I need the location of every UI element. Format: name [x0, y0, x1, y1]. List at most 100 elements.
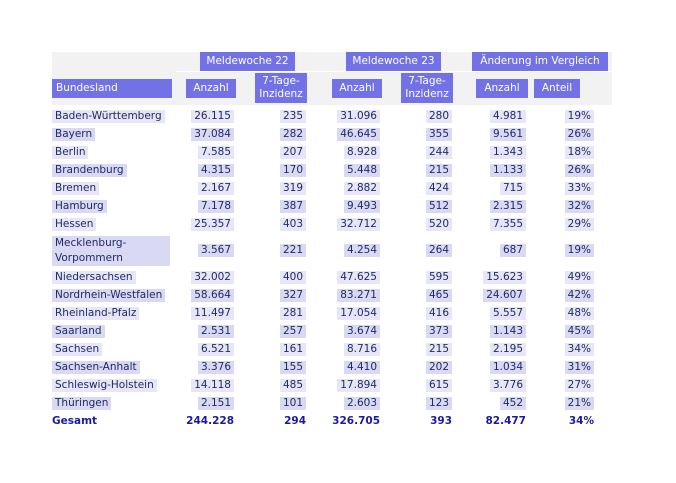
cell-inzidenz-23-text: 512 — [425, 199, 452, 213]
cell-inzidenz-23-text: 424 — [425, 181, 452, 195]
cell-anzahl-22: 3.376 — [180, 358, 234, 376]
cell-anzahl-22-text: 37.084 — [191, 127, 234, 141]
cell-inzidenz-23-text: 264 — [425, 244, 452, 257]
cell-inzidenz-23-text: 615 — [425, 378, 452, 392]
cell-anzahl-23: 47.625 — [326, 268, 380, 286]
table-row: Mecklenburg-Vorpommern 3.567 221 4.254 264 68… — [52, 233, 612, 268]
cell-anzahl-change-text: 82.477 — [485, 415, 526, 427]
cell-anteil-text: 33% — [564, 181, 594, 195]
cell-inzidenz-23-text: 202 — [425, 360, 452, 374]
cell-anteil: 19% — [540, 107, 594, 125]
cell-bundesland: Rheinland-Pfalz — [52, 304, 180, 322]
cell-bundesland-text: Sachsen-Anhalt — [52, 360, 140, 374]
cell-inzidenz-22-text: 485 — [279, 378, 306, 392]
cell-inzidenz-22: 257 — [252, 322, 306, 340]
cell-anteil-text: 31% — [564, 360, 594, 374]
cell-anzahl-23-text: 83.271 — [337, 288, 380, 302]
cell-bundesland: Sachsen — [52, 340, 180, 358]
cell-anzahl-change: 452 — [472, 394, 526, 412]
cell-anteil: 26% — [540, 125, 594, 143]
cell-anzahl-23-text: 46.645 — [337, 127, 380, 141]
cell-anteil: 19% — [540, 233, 594, 268]
cell-anzahl-23: 32.712 — [326, 215, 380, 233]
cell-inzidenz-23: 280 — [398, 107, 452, 125]
cell-inzidenz-23: 244 — [398, 143, 452, 161]
cell-anteil-text: 18% — [564, 145, 594, 159]
cell-anteil: 26% — [540, 161, 594, 179]
cell-anteil-text: 49% — [564, 270, 594, 284]
cell-anzahl-23: 3.674 — [326, 322, 380, 340]
cell-anzahl-change-text: 715 — [499, 181, 526, 195]
cell-anzahl-change: 9.561 — [472, 125, 526, 143]
cell-anzahl-23: 5.448 — [326, 161, 380, 179]
group-header-week23: Meldewoche 23 — [346, 52, 441, 71]
cell-inzidenz-23: 424 — [398, 179, 452, 197]
cell-bundesland: Berlin — [52, 143, 180, 161]
cell-anzahl-22: 244.228 — [180, 412, 234, 430]
cell-inzidenz-23-text: 393 — [430, 415, 452, 427]
cell-anzahl-23-text: 8.928 — [343, 145, 380, 159]
cell-inzidenz-22: 281 — [252, 304, 306, 322]
cell-anteil-text: 26% — [564, 163, 594, 177]
cell-bundesland-text: Bayern — [52, 127, 96, 141]
cell-anzahl-22: 58.664 — [180, 286, 234, 304]
cell-inzidenz-22-text: 101 — [279, 396, 306, 410]
cell-bundesland-text: Schleswig-Holstein — [52, 378, 157, 392]
cell-inzidenz-22-text: 170 — [279, 163, 306, 177]
cell-anzahl-23-text: 31.096 — [337, 109, 380, 123]
cell-inzidenz-23-text: 244 — [425, 145, 452, 159]
cell-anzahl-22: 2.167 — [180, 179, 234, 197]
cell-anzahl-22: 6.521 — [180, 340, 234, 358]
cell-bundesland: Brandenburg — [52, 161, 180, 179]
cell-anzahl-23-text: 8.716 — [343, 342, 380, 356]
cell-anzahl-change: 1.343 — [472, 143, 526, 161]
cell-anzahl-22: 7.585 — [180, 143, 234, 161]
column-header-inzidenz-22: 7-Tage-Inzidenz — [255, 73, 307, 103]
cell-anzahl-22-text: 2.167 — [197, 181, 234, 195]
cell-inzidenz-22: 403 — [252, 215, 306, 233]
cell-bundesland-text: Berlin — [52, 145, 89, 159]
cell-anzahl-22: 2.531 — [180, 322, 234, 340]
cell-inzidenz-23: 595 — [398, 268, 452, 286]
cell-anzahl-23-text: 47.625 — [337, 270, 380, 284]
cell-anteil: 42% — [540, 286, 594, 304]
table-row: Hamburg 7.178 387 9.493 512 2.315 32% — [52, 197, 612, 215]
cell-inzidenz-23-text: 215 — [425, 342, 452, 356]
cell-anteil: 34% — [540, 412, 594, 430]
cell-anzahl-change: 82.477 — [472, 412, 526, 430]
table-row: Rheinland-Pfalz 11.497 281 17.054 416 5.557 48… — [52, 304, 612, 322]
cell-anzahl-23: 46.645 — [326, 125, 380, 143]
cell-inzidenz-22-text: 161 — [279, 342, 306, 356]
cell-anzahl-23-text: 2.882 — [343, 181, 380, 195]
cell-anzahl-23: 8.928 — [326, 143, 380, 161]
cell-anteil: 31% — [540, 358, 594, 376]
cell-inzidenz-23: 264 — [398, 233, 452, 268]
cell-anzahl-22-text: 26.115 — [191, 109, 234, 123]
cell-anzahl-22: 7.178 — [180, 197, 234, 215]
cell-anteil: 34% — [540, 340, 594, 358]
cell-anzahl-23: 9.493 — [326, 197, 380, 215]
cell-inzidenz-22-text: 207 — [279, 145, 306, 159]
cell-bundesland: Hamburg — [52, 197, 180, 215]
cell-anzahl-22: 14.118 — [180, 376, 234, 394]
cell-inzidenz-23-text: 416 — [425, 306, 452, 320]
cell-anzahl-22-text: 32.002 — [191, 270, 234, 284]
cell-anzahl-change: 3.776 — [472, 376, 526, 394]
cell-inzidenz-23: 465 — [398, 286, 452, 304]
cell-anteil-text: 21% — [564, 396, 594, 410]
cell-anzahl-23: 4.254 — [326, 233, 380, 268]
cell-bundesland-text: Bremen — [52, 181, 100, 195]
cell-inzidenz-22-text: 281 — [279, 306, 306, 320]
cell-bundesland-text: Brandenburg — [52, 163, 127, 177]
cell-anzahl-change-text: 1.034 — [489, 360, 526, 374]
cell-bundesland-text: Mecklenburg-Vorpommern — [52, 235, 170, 266]
cell-bundesland: Nordrhein-Westfalen — [52, 286, 180, 304]
cell-anteil-text: 27% — [564, 378, 594, 392]
cell-inzidenz-23-text: 280 — [425, 109, 452, 123]
cell-anteil: 33% — [540, 179, 594, 197]
cell-anzahl-change-text: 1.343 — [489, 145, 526, 159]
header-divider — [176, 71, 612, 72]
cell-inzidenz-22-text: 155 — [279, 360, 306, 374]
cell-inzidenz-23-text: 595 — [425, 270, 452, 284]
cell-anzahl-change: 2.195 — [472, 340, 526, 358]
